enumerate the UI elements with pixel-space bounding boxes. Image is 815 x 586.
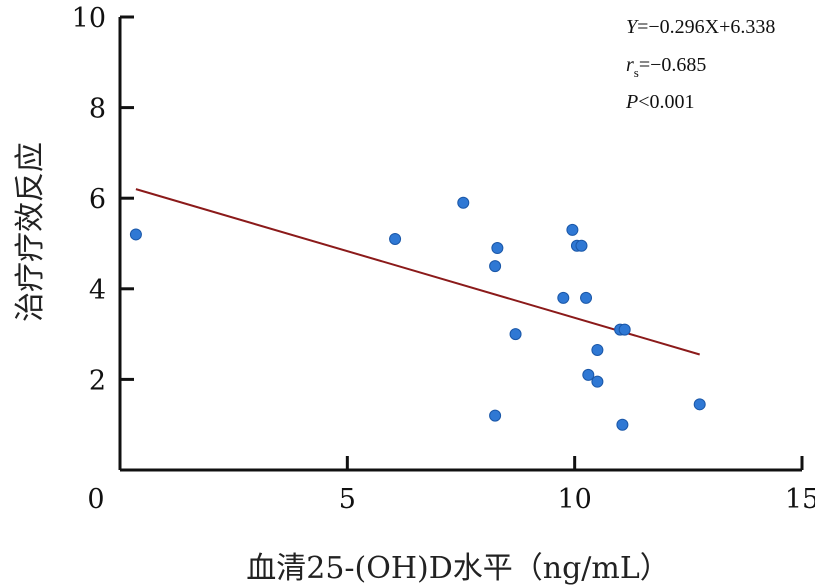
- x-axis-title: 血清25-(OH)D水平（ng/mL）: [246, 551, 670, 586]
- x-tick-label: 15: [785, 484, 815, 515]
- data-point: [580, 291, 593, 304]
- data-point: [489, 409, 502, 422]
- y-tick-label: 10: [72, 3, 106, 34]
- stats-annotations: Y=−0.296X+6.338 rs=−0.685 P<0.001: [625, 16, 775, 113]
- x-tick-label: 10: [557, 484, 591, 515]
- y-tick-label: 4: [89, 275, 106, 306]
- data-point: [509, 328, 522, 341]
- data-point: [591, 375, 604, 388]
- regression-line: [135, 188, 700, 356]
- data-point: [457, 196, 470, 209]
- data-point: [489, 260, 502, 273]
- data-point: [693, 398, 706, 411]
- correlation-coefficient: rs=−0.685: [626, 54, 706, 80]
- data-point: [616, 418, 629, 431]
- y-axis-title: 治疗疗效反应: [13, 142, 48, 322]
- data-point: [582, 368, 595, 381]
- p-value: P<0.001: [625, 91, 695, 113]
- data-points: [129, 196, 706, 431]
- y-tick-label: 8: [89, 94, 106, 125]
- data-point: [575, 239, 588, 252]
- y-tick-label: 6: [89, 184, 106, 215]
- data-point: [491, 242, 504, 255]
- regression-equation: Y=−0.296X+6.338: [626, 16, 775, 38]
- data-point: [129, 228, 142, 241]
- data-point: [618, 323, 631, 336]
- data-point: [389, 232, 402, 245]
- axes: [118, 17, 802, 472]
- data-point: [566, 223, 579, 236]
- ticks: [120, 15, 804, 470]
- x-tick-label: 0: [87, 484, 104, 515]
- data-point: [557, 291, 570, 304]
- y-tick-label: 2: [89, 365, 106, 396]
- data-point: [591, 343, 604, 356]
- x-tick-label: 5: [339, 484, 356, 515]
- tick-labels: 0 5 10 15 2 4 6 8 10: [72, 3, 815, 515]
